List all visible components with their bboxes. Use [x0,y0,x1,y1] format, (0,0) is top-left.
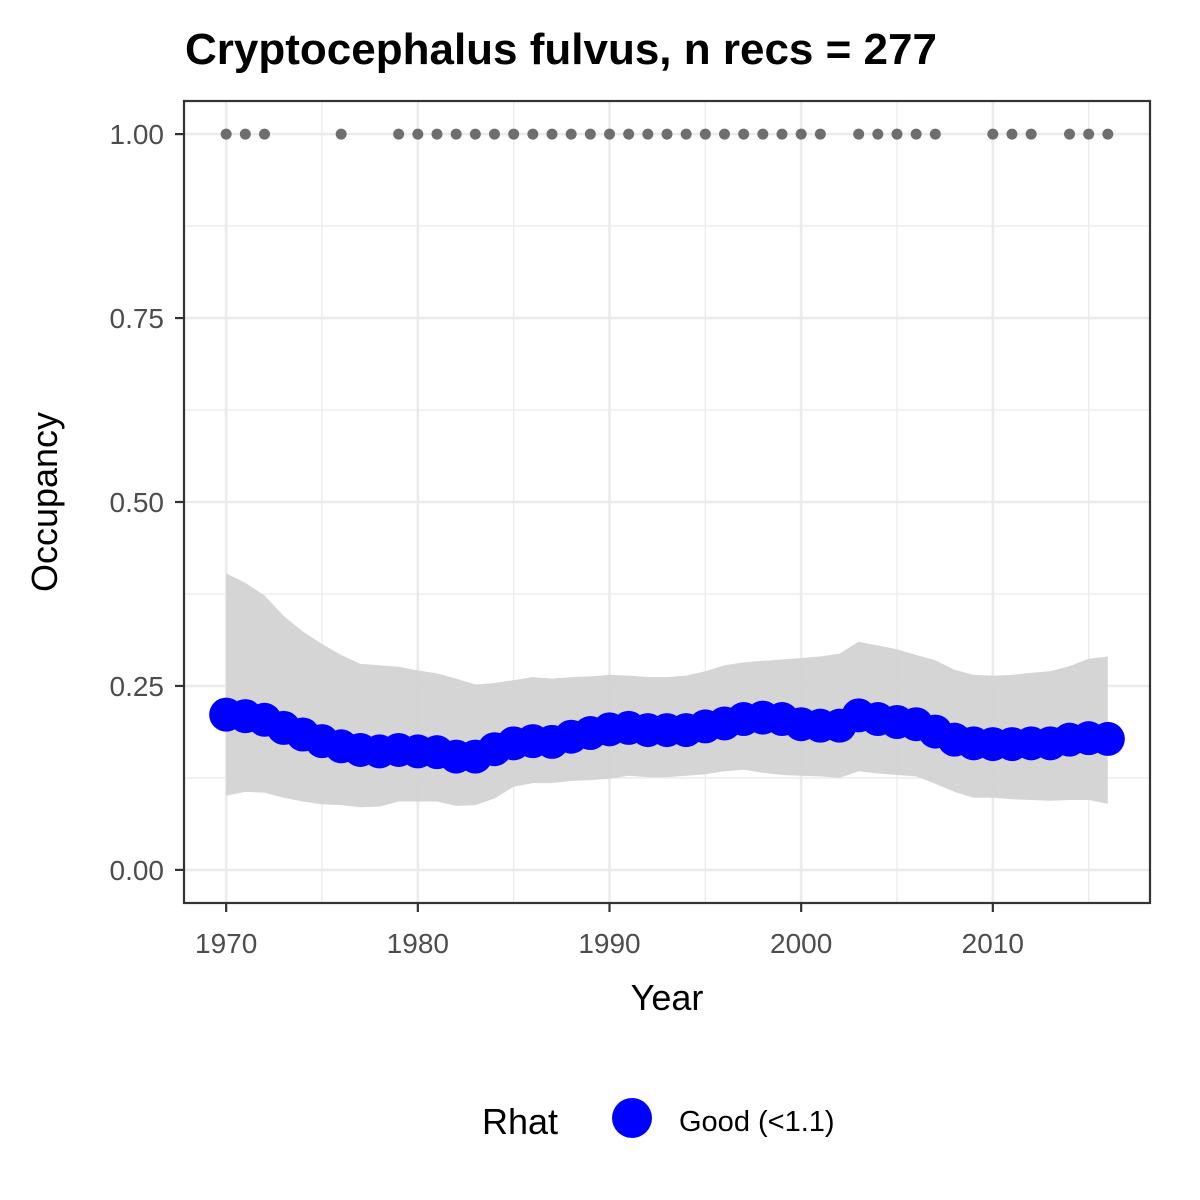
record-point [469,128,481,140]
y-tick-label: 0.75 [110,303,165,334]
record-point [584,128,596,140]
record-point [565,128,577,140]
y-axis-title: Occupancy [24,412,65,592]
legend-title: Rhat [482,1101,558,1142]
record-point [335,128,347,140]
record-point [987,128,999,140]
record-point [604,128,615,140]
record-point [891,128,903,140]
y-tick-label: 0.25 [110,671,165,702]
record-point [814,128,826,140]
record-point [412,128,424,140]
chart-title: Cryptocephalus fulvus, n recs = 277 [185,25,937,74]
record-point [508,128,520,140]
x-tick-label: 1990 [578,928,640,959]
x-tick-label: 2010 [962,928,1024,959]
record-point [1083,128,1095,140]
record-point [393,128,405,140]
record-point [259,128,270,140]
occupancy-points [209,697,1125,774]
y-tick-label: 0.50 [110,487,165,518]
record-point [699,128,711,140]
record-point [489,128,500,140]
record-point [719,128,730,140]
record-point [623,128,635,140]
record-point [1064,128,1075,140]
record-point [757,128,769,140]
x-axis: 1970 1980 1990 2000 2010 [195,903,1024,959]
legend-key-good [612,1098,652,1138]
record-point [738,128,750,140]
record-point [239,128,251,140]
record-point [450,128,462,140]
record-points [220,128,1114,140]
record-point [680,128,692,140]
x-tick-label: 2000 [770,928,832,959]
record-point [872,128,884,140]
record-point [661,128,673,140]
record-point [853,128,865,140]
y-tick-label: 1.00 [110,119,165,150]
x-tick-label: 1970 [195,928,257,959]
record-point [642,128,654,140]
record-point [1006,128,1018,140]
record-point [1102,128,1114,140]
y-axis: 0.00 0.25 0.50 0.75 1.00 [110,119,184,886]
x-tick-label: 1980 [387,928,449,959]
record-point [527,128,539,140]
record-point [431,128,443,140]
record-point [1025,128,1037,140]
record-point [220,128,232,140]
record-point [795,128,807,140]
legend: Rhat Good (<1.1) [482,1098,835,1142]
x-axis-title: Year [631,977,704,1018]
record-point [546,128,558,140]
record-point [910,128,922,140]
legend-label-good: Good (<1.1) [679,1106,835,1138]
occupancy-point [1090,721,1125,756]
record-point [929,128,941,140]
y-tick-label: 0.00 [110,855,165,886]
record-point [776,128,788,140]
